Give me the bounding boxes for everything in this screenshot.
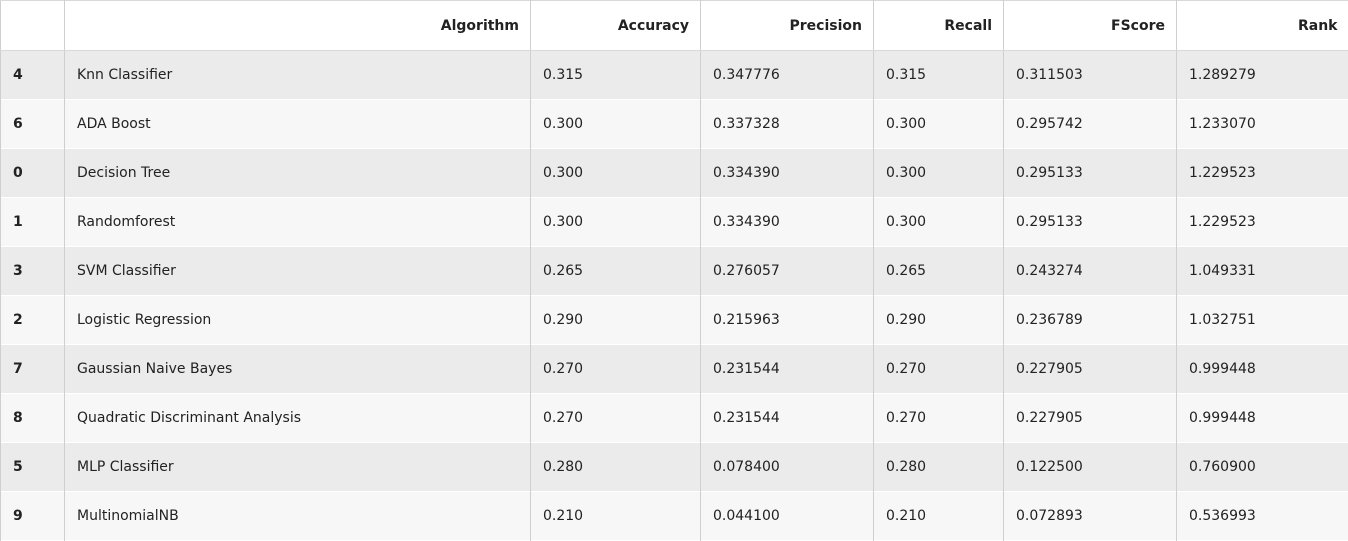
rank-cell: 1.032751: [1177, 296, 1348, 345]
fscore-cell: 0.243274: [1004, 247, 1177, 296]
accuracy-cell: 0.270: [531, 394, 701, 443]
accuracy-cell: 0.300: [531, 149, 701, 198]
recall-cell: 0.280: [874, 443, 1004, 492]
recall-cell: 0.270: [874, 394, 1004, 443]
recall-cell: 0.300: [874, 100, 1004, 149]
precision-cell: 0.337328: [701, 100, 874, 149]
algorithm-cell: Gaussian Naive Bayes: [65, 345, 531, 394]
rank-cell: 0.999448: [1177, 345, 1348, 394]
recall-cell: 0.300: [874, 149, 1004, 198]
fscore-cell: 0.227905: [1004, 345, 1177, 394]
recall-cell: 0.315: [874, 51, 1004, 100]
row-index: 2: [1, 296, 65, 345]
row-index: 0: [1, 149, 65, 198]
rank-column-header: Rank: [1177, 1, 1348, 51]
fscore-column-header: FScore: [1004, 1, 1177, 51]
rank-cell: 1.229523: [1177, 149, 1348, 198]
fscore-cell: 0.122500: [1004, 443, 1177, 492]
table-row: 1 Randomforest 0.300 0.334390 0.300 0.29…: [1, 198, 1348, 247]
table-header: Algorithm Accuracy Precision Recall FSco…: [1, 1, 1348, 51]
algorithm-cell: SVM Classifier: [65, 247, 531, 296]
rank-cell: 1.233070: [1177, 100, 1348, 149]
precision-cell: 0.231544: [701, 394, 874, 443]
rank-cell: 1.229523: [1177, 198, 1348, 247]
algorithm-cell: Knn Classifier: [65, 51, 531, 100]
precision-cell: 0.334390: [701, 198, 874, 247]
row-index: 7: [1, 345, 65, 394]
rank-cell: 1.289279: [1177, 51, 1348, 100]
precision-cell: 0.276057: [701, 247, 874, 296]
accuracy-cell: 0.210: [531, 492, 701, 541]
fscore-cell: 0.295133: [1004, 198, 1177, 247]
table-row: 8 Quadratic Discriminant Analysis 0.270 …: [1, 394, 1348, 443]
precision-cell: 0.078400: [701, 443, 874, 492]
index-column-header: [1, 1, 65, 51]
accuracy-cell: 0.300: [531, 198, 701, 247]
algorithm-cell: Logistic Regression: [65, 296, 531, 345]
row-index: 4: [1, 51, 65, 100]
accuracy-cell: 0.270: [531, 345, 701, 394]
algorithm-cell: Quadratic Discriminant Analysis: [65, 394, 531, 443]
accuracy-column-header: Accuracy: [531, 1, 701, 51]
recall-cell: 0.210: [874, 492, 1004, 541]
algorithm-cell: MLP Classifier: [65, 443, 531, 492]
rank-cell: 0.760900: [1177, 443, 1348, 492]
algorithm-cell: Randomforest: [65, 198, 531, 247]
precision-cell: 0.347776: [701, 51, 874, 100]
recall-cell: 0.290: [874, 296, 1004, 345]
precision-cell: 0.334390: [701, 149, 874, 198]
row-index: 9: [1, 492, 65, 541]
recall-cell: 0.270: [874, 345, 1004, 394]
table-body: 4 Knn Classifier 0.315 0.347776 0.315 0.…: [1, 51, 1348, 541]
rank-cell: 1.049331: [1177, 247, 1348, 296]
row-index: 8: [1, 394, 65, 443]
table-row: 4 Knn Classifier 0.315 0.347776 0.315 0.…: [1, 51, 1348, 100]
fscore-cell: 0.072893: [1004, 492, 1177, 541]
accuracy-cell: 0.315: [531, 51, 701, 100]
row-index: 5: [1, 443, 65, 492]
fscore-cell: 0.295742: [1004, 100, 1177, 149]
algorithm-cell: Decision Tree: [65, 149, 531, 198]
row-index: 1: [1, 198, 65, 247]
fscore-cell: 0.236789: [1004, 296, 1177, 345]
table-row: 0 Decision Tree 0.300 0.334390 0.300 0.2…: [1, 149, 1348, 198]
algorithm-column-header: Algorithm: [65, 1, 531, 51]
rank-cell: 0.999448: [1177, 394, 1348, 443]
table-row: 3 SVM Classifier 0.265 0.276057 0.265 0.…: [1, 247, 1348, 296]
accuracy-cell: 0.280: [531, 443, 701, 492]
accuracy-cell: 0.290: [531, 296, 701, 345]
recall-cell: 0.300: [874, 198, 1004, 247]
rank-cell: 0.536993: [1177, 492, 1348, 541]
accuracy-cell: 0.300: [531, 100, 701, 149]
table-row: 7 Gaussian Naive Bayes 0.270 0.231544 0.…: [1, 345, 1348, 394]
header-row: Algorithm Accuracy Precision Recall FSco…: [1, 1, 1348, 51]
algorithm-cell: MultinomialNB: [65, 492, 531, 541]
recall-cell: 0.265: [874, 247, 1004, 296]
row-index: 3: [1, 247, 65, 296]
fscore-cell: 0.227905: [1004, 394, 1177, 443]
algorithm-cell: ADA Boost: [65, 100, 531, 149]
fscore-cell: 0.311503: [1004, 51, 1177, 100]
precision-column-header: Precision: [701, 1, 874, 51]
table-row: 9 MultinomialNB 0.210 0.044100 0.210 0.0…: [1, 492, 1348, 541]
table-row: 6 ADA Boost 0.300 0.337328 0.300 0.29574…: [1, 100, 1348, 149]
recall-column-header: Recall: [874, 1, 1004, 51]
precision-cell: 0.231544: [701, 345, 874, 394]
fscore-cell: 0.295133: [1004, 149, 1177, 198]
precision-cell: 0.044100: [701, 492, 874, 541]
precision-cell: 0.215963: [701, 296, 874, 345]
row-index: 6: [1, 100, 65, 149]
table-row: 2 Logistic Regression 0.290 0.215963 0.2…: [1, 296, 1348, 345]
accuracy-cell: 0.265: [531, 247, 701, 296]
table-row: 5 MLP Classifier 0.280 0.078400 0.280 0.…: [1, 443, 1348, 492]
